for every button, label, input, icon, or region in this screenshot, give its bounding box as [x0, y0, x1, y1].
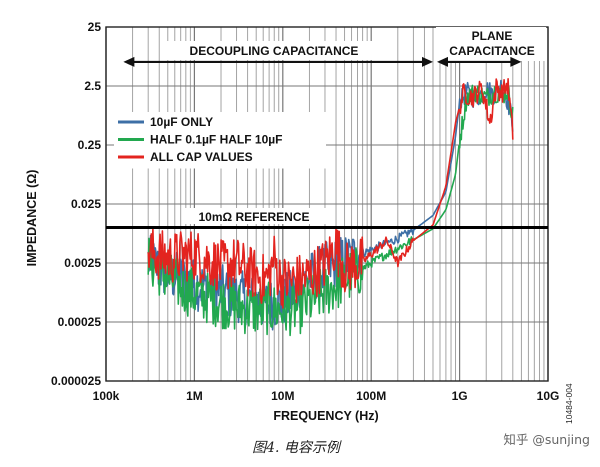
- decoupling-label: DECOUPLING CAPACITANCE: [190, 44, 359, 58]
- decoupling-annotation: DECOUPLING CAPACITANCE: [123, 41, 433, 67]
- x-tick-label: 10M: [271, 389, 294, 403]
- figure-caption: 图4. 电容示例: [252, 440, 342, 456]
- y-tick-label: 0.000025: [51, 374, 101, 388]
- capacitance-label: CAPACITANCE: [449, 44, 535, 58]
- reference-annotation: 10mΩ REFERENCE: [183, 208, 326, 224]
- legend-label: 10µF ONLY: [150, 115, 213, 129]
- x-tick-label: 10G: [537, 389, 560, 403]
- x-tick-label: 1M: [186, 389, 203, 403]
- grid: [105, 26, 549, 382]
- tick-labels: 100k 1M 10M 100M 1G 10G 25 2.5 0.25 0.025 0.0025 0.…: [51, 20, 559, 403]
- x-tick-label: 1G: [452, 389, 468, 403]
- reference-label: 10mΩ REFERENCE: [199, 210, 310, 224]
- plane-label: PLANE: [472, 29, 513, 43]
- y-tick-label: 0.25: [78, 138, 102, 152]
- y-tick-label: 2.5: [84, 79, 101, 93]
- legend-label: HALF 0.1µF HALF 10µF: [150, 133, 283, 147]
- legend: 10µF ONLY HALF 0.1µF HALF 10µF ALL CAP VAL…: [114, 112, 326, 169]
- y-tick-label: 0.025: [71, 197, 101, 211]
- watermark: 知乎 @sunjing: [503, 432, 590, 447]
- y-tick-label: 0.00025: [58, 315, 102, 329]
- y-axis-title: IMPEDANCE (Ω): [25, 170, 39, 267]
- series-line: [147, 84, 514, 337]
- decoupling-arrow: [123, 56, 433, 67]
- legend-label: ALL CAP VALUES: [150, 150, 253, 164]
- plot-frame: [105, 26, 549, 382]
- y-tick-label: 0.0025: [64, 256, 101, 270]
- legend-background: [114, 112, 326, 169]
- series-line: [147, 78, 514, 309]
- x-axis-title: FREQUENCY (Hz): [273, 409, 378, 423]
- arrow-head: [421, 56, 433, 67]
- plane-annotation: PLANE CAPACITANCE: [436, 27, 546, 67]
- arrow-head: [436, 56, 448, 67]
- arrow-head: [510, 56, 522, 67]
- plane-arrow: [436, 56, 522, 67]
- series-layer: [106, 78, 548, 337]
- y-tick-label: 25: [88, 20, 102, 34]
- x-tick-label: 100M: [356, 389, 386, 403]
- x-tick-label: 100k: [93, 389, 120, 403]
- arrow-head: [123, 56, 135, 67]
- figure-code: 10484-004: [564, 383, 574, 424]
